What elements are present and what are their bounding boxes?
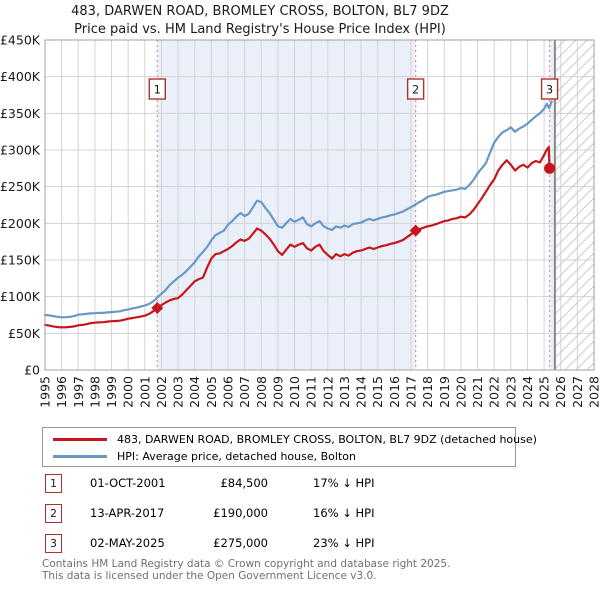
x-axis-label: 2014 (354, 376, 369, 408)
sale-flag-label-3: 3 (546, 83, 553, 97)
chart-legend: 483, DARWEN ROAD, BROMLEY CROSS, BOLTON,… (42, 427, 537, 467)
transaction-hpi-delta: 23% ↓ HPI (313, 536, 375, 550)
x-axis-label: 2019 (437, 376, 452, 408)
x-axis-label: 2005 (204, 376, 219, 408)
legend-item-hpi: HPI: Average price, detached house, Bolt… (43, 448, 515, 465)
x-axis-label: 2007 (237, 376, 252, 408)
page-subtitle: Price paid vs. HM Land Registry's House … (74, 22, 446, 37)
x-axis-label: 1996 (54, 376, 69, 408)
y-axis-label: £50K (8, 326, 41, 341)
x-axis-label: 1999 (104, 376, 119, 408)
x-axis-label: 2025 (537, 376, 552, 408)
transaction-row-3: 3 02-MAY-2025 £275,000 23% ↓ HPI (42, 532, 562, 562)
transaction-date: 13-APR-2017 (90, 506, 165, 520)
transaction-price: £190,000 (213, 506, 268, 520)
transaction-row-2: 2 13-APR-2017 £190,000 16% ↓ HPI (42, 502, 562, 532)
x-axis-label: 2023 (503, 376, 518, 408)
transaction-number: 3 (45, 534, 62, 553)
transaction-price: £275,000 (213, 536, 268, 550)
transaction-date: 01-OCT-2001 (90, 476, 166, 490)
y-axis-label: £0 (24, 363, 40, 378)
x-axis-label: 2012 (320, 376, 335, 408)
x-axis-label: 2001 (137, 376, 152, 408)
transaction-row-1: 1 01-OCT-2001 £84,500 17% ↓ HPI (42, 472, 562, 502)
sale-flag-3 (540, 78, 559, 100)
x-axis-label: 2027 (570, 376, 585, 408)
legend-line-swatch (53, 455, 107, 458)
x-axis-label: 2013 (337, 376, 352, 408)
legend-line-swatch (53, 438, 107, 441)
transaction-date: 02-MAY-2025 (90, 536, 165, 550)
transaction-price: £84,500 (220, 476, 268, 490)
y-axis-label: £150K (0, 253, 41, 268)
x-axis-label: 2024 (520, 376, 535, 408)
x-axis-label: 1998 (87, 376, 102, 408)
transaction-number: 1 (45, 474, 62, 493)
footer-line-2: This data is licensed under the Open Gov… (42, 569, 377, 582)
y-axis-label: £350K (0, 106, 41, 121)
ownership-shade-2 (549, 40, 555, 370)
sale-marker-3 (544, 162, 556, 174)
y-axis-label: £400K (0, 69, 41, 84)
x-axis-label: 2003 (171, 376, 186, 408)
x-axis-label: 2018 (420, 376, 435, 408)
x-axis-label: 2008 (254, 376, 269, 408)
sale-flag-1 (148, 78, 166, 100)
x-axis-label: 2020 (453, 376, 468, 408)
y-axis-label: £250K (0, 179, 41, 194)
hpi-line (43, 100, 553, 319)
y-axis-label: £300K (0, 143, 41, 158)
x-axis-label: 2026 (553, 376, 568, 408)
legend-label: HPI: Average price, detached house, Bolt… (117, 450, 356, 463)
sale-marker-2 (409, 224, 422, 237)
x-axis-label: 2009 (270, 376, 285, 408)
x-axis-label: 1995 (38, 376, 53, 408)
transaction-hpi-delta: 17% ↓ HPI (313, 476, 375, 490)
x-axis-label: 2011 (304, 376, 319, 408)
footer-line-1: Contains HM Land Registry data © Crown c… (42, 558, 451, 570)
legend-label: 483, DARWEN ROAD, BROMLEY CROSS, BOLTON,… (117, 433, 537, 446)
x-axis-label: 2028 (587, 376, 600, 408)
legend-item-property: 483, DARWEN ROAD, BROMLEY CROSS, BOLTON,… (43, 431, 537, 448)
x-axis-label: 2000 (121, 376, 136, 408)
x-axis-label: 2004 (187, 376, 202, 408)
sale-flag-2 (406, 78, 425, 100)
y-axis-label: £200K (0, 216, 41, 231)
transaction-hpi-delta: 16% ↓ HPI (313, 506, 375, 520)
sale-flag-label-2: 2 (412, 83, 419, 97)
x-axis-label: 2002 (154, 376, 169, 408)
footer-attribution: Contains HM Land Registry data © Crown c… (42, 558, 451, 582)
y-axis-label: £450K (0, 33, 41, 48)
property-price-line (43, 146, 551, 329)
sale-flag-label-1: 1 (154, 83, 161, 97)
plot-border (44, 39, 595, 371)
x-axis-label: 2006 (221, 376, 236, 408)
future-hatch-region (554, 40, 594, 370)
x-axis-label: 2015 (370, 376, 385, 408)
x-axis-label: 2021 (470, 376, 485, 408)
page-title: 483, DARWEN ROAD, BROMLEY CROSS, BOLTON,… (71, 4, 449, 19)
x-axis-label: 2016 (387, 376, 402, 408)
x-axis-label: 2010 (287, 376, 302, 408)
x-axis-label: 1997 (71, 376, 86, 408)
price-chart: 1 2 3 £0 £50K £100K £150K £200K £250K £300K £350K £… (0, 33, 600, 408)
y-axis-label: £100K (0, 289, 41, 304)
sale-marker-1 (151, 302, 164, 315)
x-axis-label: 2017 (404, 376, 419, 408)
x-axis-label: 2022 (487, 376, 502, 408)
ownership-shade-1 (157, 40, 416, 370)
transaction-number: 2 (45, 504, 62, 523)
transactions-table: 1 01-OCT-2001 £84,500 17% ↓ HPI 2 13-APR-2017… (42, 472, 562, 562)
